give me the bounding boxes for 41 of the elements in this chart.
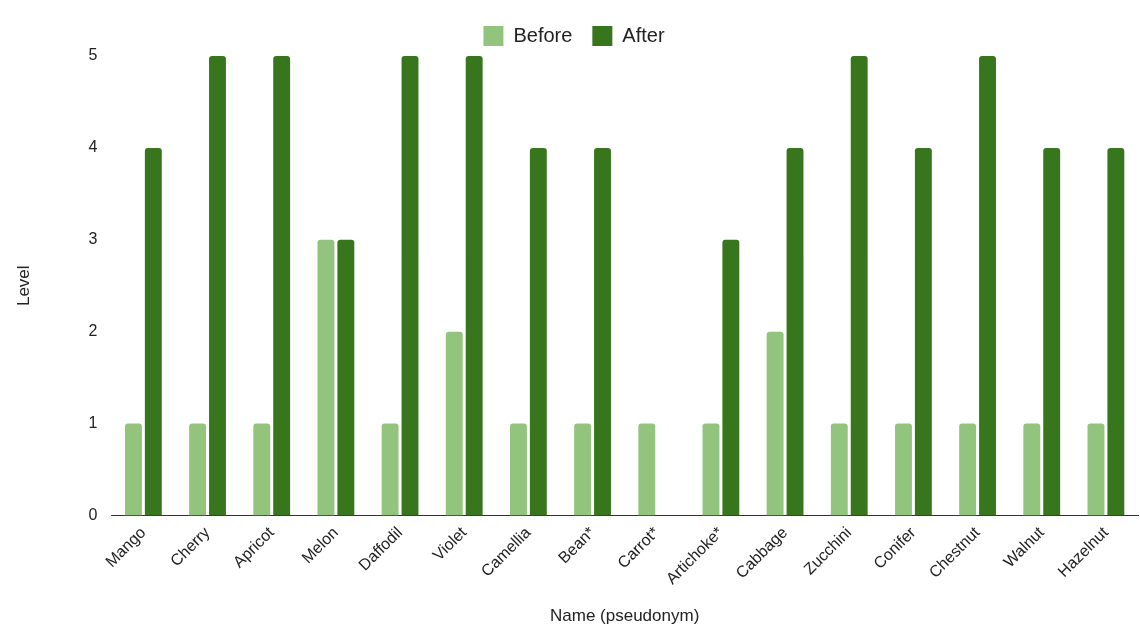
bar	[1043, 147, 1061, 516]
bar	[1087, 423, 1105, 516]
bar	[850, 56, 868, 516]
bar	[445, 331, 463, 516]
bar	[638, 423, 656, 516]
bar	[529, 147, 547, 516]
bar	[959, 423, 977, 516]
bar	[786, 147, 804, 516]
bar	[979, 56, 996, 516]
y-tick-label: 1	[88, 413, 98, 431]
legend-label: Before	[513, 23, 573, 46]
bar	[830, 423, 848, 516]
bar	[766, 331, 784, 516]
bar	[1023, 423, 1041, 516]
x-axis-title: Name (pseudonym)	[550, 606, 700, 626]
bar	[465, 56, 483, 516]
bar	[144, 147, 162, 516]
y-tick-label: 4	[88, 138, 98, 156]
y-tick-label: 5	[88, 46, 98, 64]
legend-label: After	[622, 23, 665, 46]
y-tick-label: 3	[88, 230, 98, 248]
bar	[337, 239, 355, 516]
bar	[189, 423, 207, 516]
bar	[273, 56, 291, 516]
y-tick-label: 0	[88, 505, 98, 523]
bar	[914, 147, 932, 516]
bar	[702, 423, 720, 516]
bar	[594, 147, 611, 516]
bar	[124, 423, 142, 516]
bar	[895, 423, 912, 516]
bar	[253, 423, 271, 516]
bar	[722, 239, 740, 516]
bar	[574, 423, 592, 516]
bar	[1107, 147, 1125, 516]
y-tick-label: 2	[88, 322, 98, 340]
bar	[510, 423, 527, 516]
bar	[317, 239, 335, 516]
bar	[381, 423, 399, 516]
y-axis-title: Level	[13, 265, 33, 307]
bar	[401, 56, 419, 516]
bar	[209, 56, 226, 516]
